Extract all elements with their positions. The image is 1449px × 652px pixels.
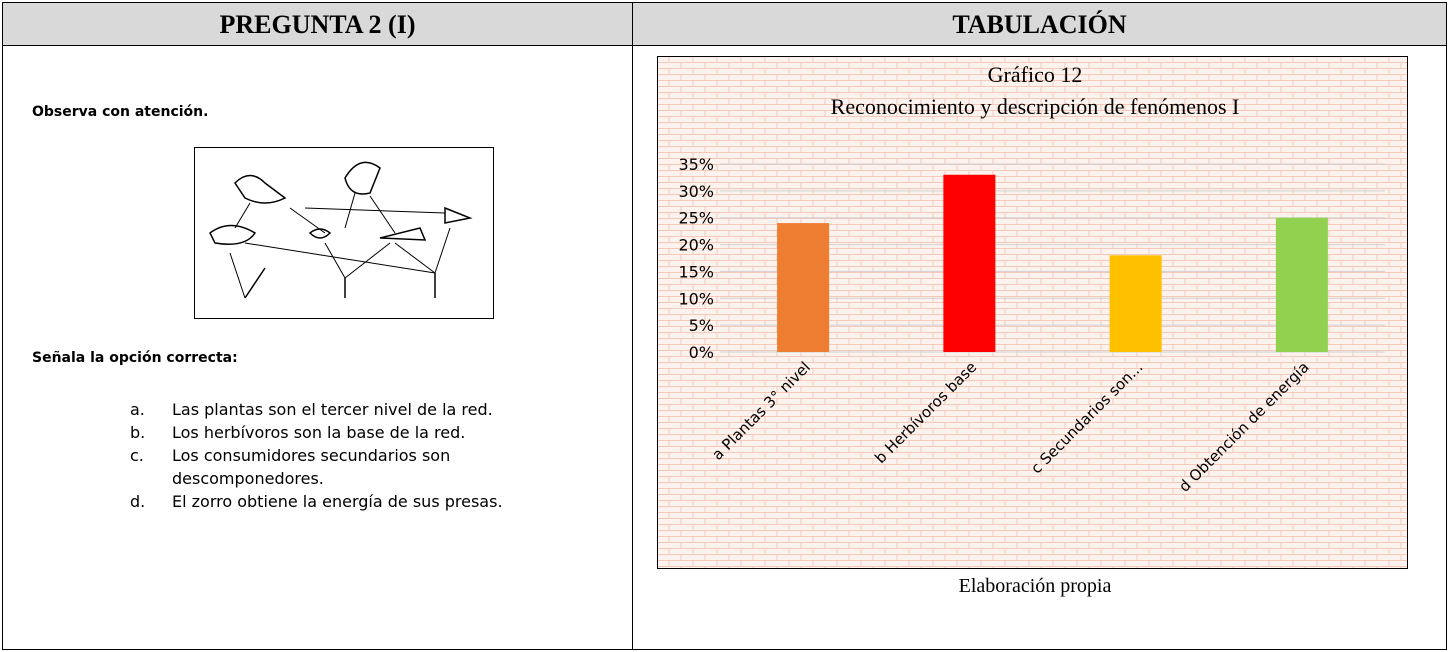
- option-text: Los consumidores secundarios son descomp…: [172, 446, 451, 488]
- option-marker: d.: [130, 492, 146, 511]
- option-text: Los herbívoros son la base de la red.: [172, 423, 466, 442]
- instruction: Observa con atención.: [32, 104, 209, 120]
- chart-subtitle: Reconocimiento y descripción de fenómeno…: [831, 94, 1240, 119]
- options-list: a. Las plantas son el tercer nivel de la …: [130, 398, 542, 513]
- y-tick-label: 15%: [678, 262, 714, 281]
- bar: [1109, 255, 1162, 352]
- option-marker: a.: [130, 400, 145, 419]
- y-tick-label: 35%: [678, 155, 714, 174]
- option: b. Los herbívoros son la base de la red.: [130, 421, 542, 444]
- bar: [777, 223, 830, 352]
- option-text: Las plantas son el tercer nivel de la re…: [172, 400, 493, 419]
- header-cell: TABULACIÓN: [633, 3, 1446, 46]
- caption: Elaboración propia: [958, 575, 1112, 597]
- option: d. El zorro obtiene la energía de sus pre…: [130, 490, 542, 513]
- option-text: El zorro obtiene la energía de sus presa…: [172, 492, 503, 511]
- column-divider: [632, 3, 633, 649]
- bar: [1275, 217, 1328, 352]
- header-cell: PREGUNTA 2 (I): [3, 3, 632, 46]
- y-tick-label: 0%: [689, 343, 714, 362]
- y-tick-label: 25%: [678, 209, 714, 228]
- option-marker: b.: [130, 423, 146, 442]
- prompt: Señala la opción correcta:: [32, 350, 238, 366]
- y-tick-label: 10%: [678, 289, 714, 308]
- chart: Gráfico 12 Reconocimiento y descripción …: [657, 56, 1408, 569]
- bar: [943, 174, 996, 352]
- food-web-image: [194, 147, 494, 319]
- option-marker: c.: [130, 446, 144, 465]
- option: a. Las plantas son el tercer nivel de la …: [130, 398, 542, 421]
- y-tick-label: 5%: [689, 316, 714, 335]
- y-tick-label: 30%: [678, 182, 714, 201]
- option: c. Los consumidores secundarios son desco…: [130, 444, 542, 490]
- chart-title: Gráfico 12: [988, 62, 1083, 87]
- y-tick-label: 20%: [678, 236, 714, 255]
